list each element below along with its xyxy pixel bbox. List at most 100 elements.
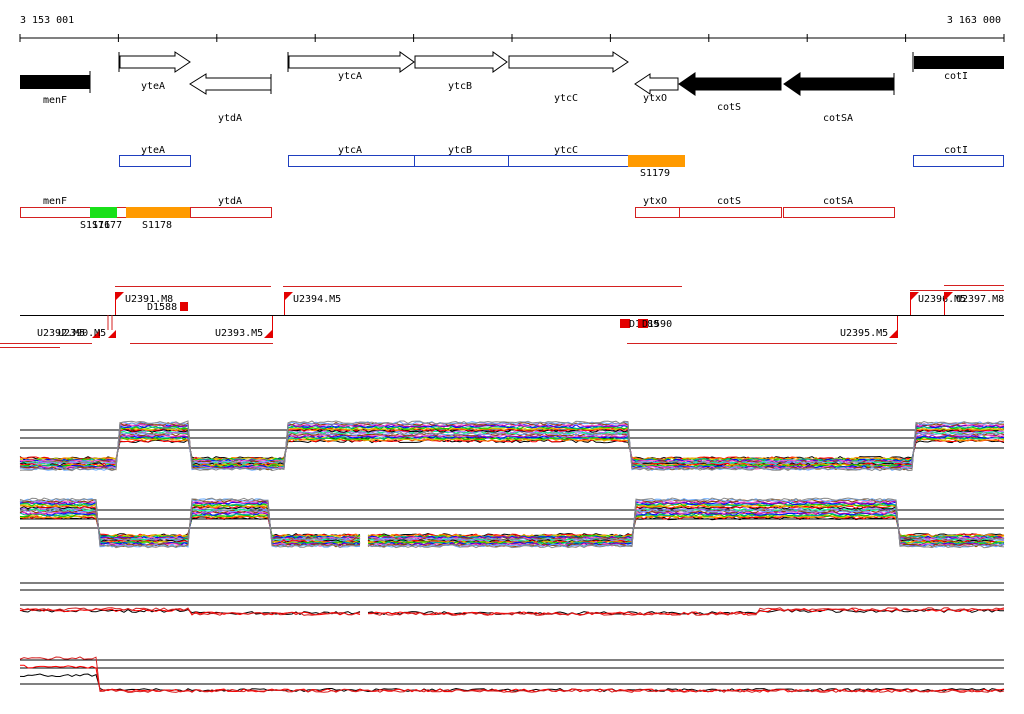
plus-transcripts-track: yteA ytcA ytcB ytcC S1179 cotI — [119, 145, 1004, 179]
minus-segment-cotS-box — [679, 207, 782, 218]
expression-profile-minus-strand — [19, 497, 1005, 549]
minus-segment-cotSA-label: cotSA — [823, 196, 853, 207]
minus-segment-ytxO[interactable]: ytxO — [635, 196, 680, 218]
gene-menF-label: menF — [43, 95, 67, 106]
minus-segment-S1177-box — [90, 207, 117, 218]
upshift-U2390-label: U2390.M5 — [58, 328, 106, 339]
minus-segment-ytxO-box — [635, 207, 680, 218]
minus-segment-S1177-label: S1177 — [92, 220, 122, 231]
upshift-U2393[interactable]: U2393.M5 — [215, 316, 273, 339]
gene-cotS-label: cotS — [717, 102, 741, 113]
upshift-U2396-label: U2396.M5 — [918, 294, 966, 305]
reference-profile-minus-strand — [19, 656, 1005, 693]
breakpoint-D1588[interactable]: D1588 — [147, 302, 188, 313]
plus-segment-ytcA[interactable]: ytcA — [288, 145, 415, 167]
gene-ytcA[interactable]: ytcA — [287, 51, 415, 82]
upshift-U2394[interactable]: U2394.M5 — [284, 292, 342, 315]
expression-series-line — [19, 433, 1005, 464]
breakpoint-D1590[interactable]: D1590 — [638, 319, 672, 330]
gene-ytcB-arrow — [414, 51, 508, 73]
gene-cotSA[interactable]: cotSA — [783, 72, 895, 124]
upshift-flag — [945, 292, 953, 300]
gene-ytdA[interactable]: ytdA — [189, 73, 272, 124]
upshift-flag — [92, 330, 100, 338]
upshift-U2391-label: U2391.M8 — [125, 294, 173, 305]
plus-segment-S1179[interactable]: S1179 — [628, 155, 685, 179]
expression-series-line — [19, 656, 1005, 693]
gene-ytcA-label: ytcA — [338, 71, 362, 82]
gene-yteA[interactable]: yteA — [118, 51, 191, 92]
expression-series-line — [19, 420, 1005, 472]
upshift-U2397[interactable]: U2397.M8 — [944, 292, 1005, 315]
expression-series-line — [19, 497, 1005, 549]
upshift-U2390[interactable]: U2390.M5 — [58, 328, 116, 339]
upshift-U2391[interactable]: U2391.M8 — [115, 292, 174, 315]
plus-segment-yteA-label: yteA — [141, 145, 165, 156]
upshift-U2396[interactable]: U2396.M5 — [910, 292, 967, 315]
minus-segment-S1178-box — [126, 207, 190, 218]
plus-segment-ytcA-label: ytcA — [338, 145, 362, 156]
plus-segment-ytcC-label: ytcC — [554, 145, 578, 156]
upshift-flag — [116, 292, 124, 300]
minus-segment-S1178-label: S1178 — [142, 220, 172, 231]
coordinate-axis: 3 153 001 3 163 000 — [19, 15, 1005, 42]
upshift-flag — [285, 292, 293, 300]
plus-segment-ytcA-box — [288, 155, 415, 167]
plus-segment-S1179-label: S1179 — [640, 168, 670, 179]
expression-profile-plus-strand — [19, 420, 1005, 472]
plus-segment-yteA[interactable]: yteA — [119, 145, 191, 167]
gene-ytcB[interactable]: ytcB — [414, 51, 508, 92]
gene-cotS[interactable]: cotS — [678, 72, 782, 113]
plus-segment-ytcB-label: ytcB — [448, 145, 472, 156]
plus-segment-ytcC-box — [508, 155, 629, 167]
minus-segment-cotSA[interactable]: cotSA — [783, 196, 895, 218]
expression-series-line — [19, 435, 1005, 463]
gene-cotI[interactable]: cotI — [912, 52, 1004, 82]
minus-segment-S1177[interactable]: S1177 — [90, 207, 122, 231]
gene-ytcC-label: ytcC — [554, 93, 578, 104]
minus-segment-cotS-label: cotS — [717, 196, 741, 207]
gene-ytcC[interactable]: ytcC — [508, 51, 629, 104]
gene-ytdA-arrow — [189, 73, 272, 95]
axis-end-label: 3 163 000 — [947, 15, 1001, 26]
gene-cotI-body — [914, 56, 1004, 69]
expression-series-line — [19, 664, 1005, 693]
breakpoint-D1589-box — [620, 319, 630, 328]
expression-series-line — [19, 439, 1005, 460]
gene-ytxO-arrow — [634, 73, 679, 95]
plus-segment-cotI[interactable]: cotI — [913, 145, 1004, 167]
upshift-track: U2391.M8 D1588 U2394.M5 U2396.M5 U2397.M… — [0, 285, 1005, 348]
gene-ytdA-label: ytdA — [218, 113, 242, 124]
axis-start-label: 3 153 001 — [20, 15, 74, 26]
minus-segment-S1176-label: S1176 — [80, 220, 110, 231]
gene-ytcA-arrow — [288, 51, 415, 73]
plus-segment-S1179-box — [628, 155, 685, 167]
expression-series-line — [19, 516, 1005, 538]
upshift-U2395[interactable]: U2395.M5 — [840, 316, 898, 339]
upshift-U2392[interactable]: U2392.M5 — [37, 328, 100, 339]
plus-segment-ytcC[interactable]: ytcC — [508, 145, 629, 167]
gene-cotS-arrow — [678, 72, 782, 96]
minus-segment-ytdA[interactable]: ytdA — [190, 196, 243, 218]
minus-transcripts-track: menF S1176 S1177 S1178 ytdA ytxO cotS co… — [20, 196, 895, 231]
minus-segment-S1176[interactable]: S1176 — [80, 220, 110, 231]
upshift-U2393-label: U2393.M5 — [215, 328, 263, 339]
plus-segment-ytcB[interactable]: ytcB — [414, 145, 509, 167]
gene-menF[interactable]: menF — [20, 71, 91, 106]
gene-yteA-arrow — [119, 51, 191, 73]
minus-segment-S1178[interactable]: S1178 — [126, 207, 190, 231]
plus-segment-cotI-label: cotI — [944, 145, 968, 156]
gene-menF-body — [20, 75, 90, 89]
upshift-flag — [911, 292, 919, 300]
breakpoint-D1590-label: D1590 — [642, 319, 672, 330]
upshift-flag — [889, 330, 897, 338]
upshift-flag — [264, 330, 272, 338]
gene-ytcC-arrow — [508, 51, 629, 73]
breakpoint-D1588-box — [180, 302, 188, 311]
gene-ytxO[interactable]: ytxO — [634, 73, 679, 104]
minus-segment-cotS[interactable]: cotS — [679, 196, 782, 218]
axis-ticks — [19, 34, 1005, 42]
plus-segment-cotI-box — [913, 155, 1004, 167]
upshift-U2394-label: U2394.M5 — [293, 294, 341, 305]
gene-yteA-label: yteA — [141, 81, 165, 92]
